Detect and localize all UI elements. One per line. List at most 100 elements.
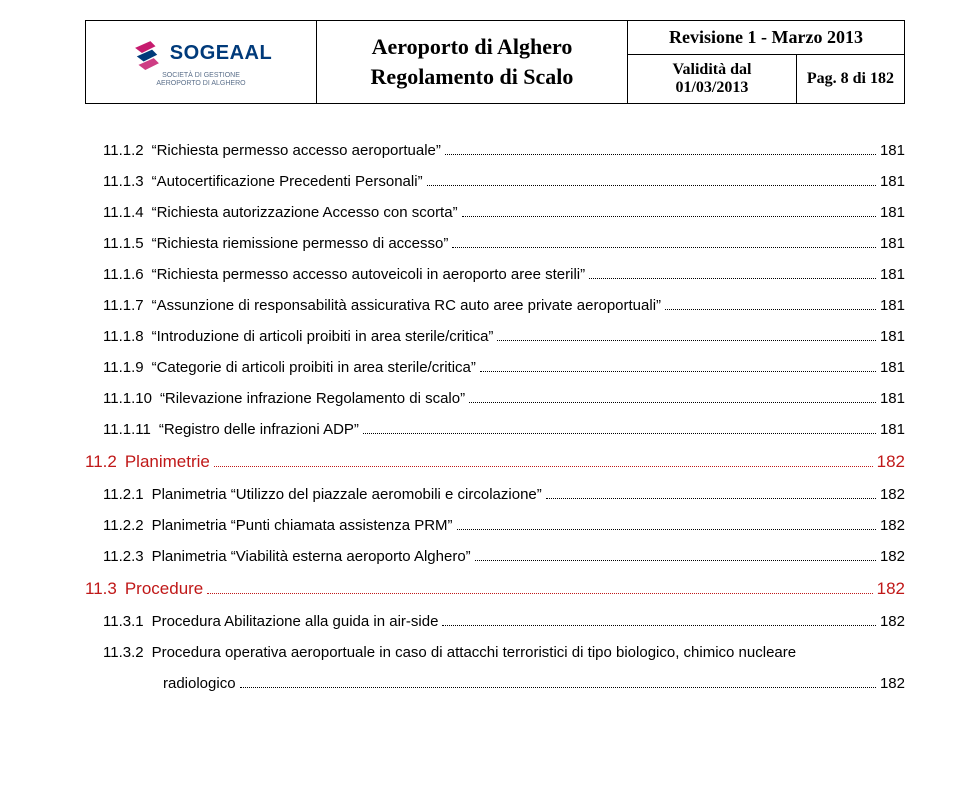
toc-entry-number: 11.1.4	[103, 204, 144, 221]
toc-entry-row: 11.1.7 “Assunzione di responsabilità assi…	[103, 297, 905, 314]
toc-section-row: 11.3 Procedure 182	[85, 579, 905, 599]
toc-entry-row: 11.1.5 “Richiesta riemissione permesso di…	[103, 235, 905, 252]
toc-leader	[665, 309, 876, 310]
toc-entry-number: 11.1.3	[103, 173, 144, 190]
logo-box: SOGEAAL SOCIETÀ DI GESTIONE AEROPORTO DI…	[96, 36, 306, 87]
logo-brand: SOGEAAL	[170, 42, 272, 65]
toc-leader	[469, 402, 876, 403]
table-of-contents: 11.1.2 “Richiesta permesso accesso aeropo…	[85, 142, 905, 692]
toc-entry-label: “Rilevazione infrazione Regolamento di s…	[160, 390, 465, 407]
toc-entry-label: radiologico	[163, 675, 236, 692]
toc-entry-label: Procedura Abilitazione alla guida in air…	[152, 613, 439, 630]
toc-entry-page: 181	[880, 390, 905, 407]
toc-entry-row: 11.2.1 Planimetria “Utilizzo del piazzale…	[103, 486, 905, 503]
logo-subtitle: SOCIETÀ DI GESTIONE AEROPORTO DI ALGHERO	[156, 72, 245, 87]
toc-entry-label: Planimetrie	[125, 452, 210, 472]
toc-leader	[207, 593, 872, 594]
toc-entry-page: 181	[880, 204, 905, 221]
toc-entry-label: “Registro delle infrazioni ADP”	[159, 421, 359, 438]
toc-leader	[475, 560, 876, 561]
toc-entry-row: 11.1.11 “Registro delle infrazioni ADP” 18…	[103, 421, 905, 438]
toc-entry-number: 11.1.11	[103, 421, 151, 438]
toc-entry-label: “Categorie di articoli proibiti in area …	[152, 359, 476, 376]
toc-entry-page: 182	[880, 517, 905, 534]
toc-entry-label: “Assunzione di responsabilità assicurati…	[152, 297, 661, 314]
toc-entry-number: 11.1.9	[103, 359, 144, 376]
toc-entry-label: “Richiesta riemissione permesso di acces…	[152, 235, 449, 252]
logo-subtitle-1: SOCIETÀ DI GESTIONE	[156, 72, 245, 80]
toc-entry-row: 11.1.8 “Introduzione di articoli proibiti…	[103, 328, 905, 345]
toc-entry-page: 181	[880, 359, 905, 376]
toc-leader	[363, 433, 876, 434]
logo-cell: SOGEAAL SOCIETÀ DI GESTIONE AEROPORTO DI…	[86, 21, 317, 104]
toc-leader	[589, 278, 876, 279]
toc-entry-row: 11.3.1 Procedura Abilitazione alla guida …	[103, 613, 905, 630]
toc-leader	[452, 247, 876, 248]
toc-entry-label: “Introduzione di articoli proibiti in ar…	[152, 328, 494, 345]
toc-leader	[214, 466, 873, 467]
toc-entry-row: 11.2.2 Planimetria “Punti chiamata assist…	[103, 517, 905, 534]
toc-entry-number: 11.2.1	[103, 486, 144, 503]
doc-title-line2: Regolamento di Scalo	[327, 62, 617, 92]
toc-entry-label: Procedure	[125, 579, 203, 599]
toc-entry-label: “Richiesta permesso accesso autoveicoli …	[152, 266, 586, 283]
toc-entry-label: Planimetria “Punti chiamata assistenza P…	[152, 517, 453, 534]
toc-entry-number: 11.2.2	[103, 517, 144, 534]
logo-subtitle-2: AEROPORTO DI ALGHERO	[156, 80, 245, 88]
toc-entry-page: 182	[880, 675, 905, 692]
toc-entry-number: 11.2	[85, 452, 117, 472]
toc-entry-row: 11.1.4 “Richiesta autorizzazione Accesso …	[103, 204, 905, 221]
toc-entry-number: 11.3.2	[103, 644, 144, 661]
toc-leader	[480, 371, 876, 372]
toc-entry-row: 11.1.9 “Categorie di articoli proibiti in…	[103, 359, 905, 376]
toc-entry-number: 11.1.2	[103, 142, 144, 159]
toc-entry-number: 11.1.8	[103, 328, 144, 345]
toc-entry-row: 11.1.2 “Richiesta permesso accesso aeropo…	[103, 142, 905, 159]
toc-entry-page: 182	[880, 486, 905, 503]
toc-leader	[497, 340, 876, 341]
toc-leader	[427, 185, 876, 186]
toc-leader	[462, 216, 876, 217]
toc-entry-page: 182	[877, 579, 905, 599]
toc-entry-label: Procedura operativa aeroportuale in caso…	[152, 644, 797, 661]
toc-entry-number: 11.1.7	[103, 297, 144, 314]
toc-entry-row: radiologico 182	[163, 675, 905, 692]
toc-leader	[240, 687, 876, 688]
toc-leader	[457, 529, 876, 530]
toc-entry-page: 181	[880, 266, 905, 283]
logo-icon	[130, 36, 164, 70]
toc-entry-label: “Richiesta permesso accesso aeroportuale…	[152, 142, 441, 159]
document-page: SOGEAAL SOCIETÀ DI GESTIONE AEROPORTO DI…	[0, 0, 960, 786]
toc-entry-label: Planimetria “Utilizzo del piazzale aerom…	[152, 486, 542, 503]
toc-entry-number: 11.3.1	[103, 613, 144, 630]
toc-entry-row: 11.1.6 “Richiesta permesso accesso autove…	[103, 266, 905, 283]
toc-entry-label: Planimetria “Viabilità esterna aeroporto…	[152, 548, 471, 565]
revision-cell: Revisione 1 - Marzo 2013	[628, 21, 905, 55]
toc-entry-number: 11.1.6	[103, 266, 144, 283]
doc-title-line1: Aeroporto di Alghero	[327, 32, 617, 62]
header-table: SOGEAAL SOCIETÀ DI GESTIONE AEROPORTO DI…	[85, 20, 905, 104]
toc-entry-page: 182	[877, 452, 905, 472]
validity-cell: Validità dal 01/03/2013	[628, 55, 797, 104]
toc-entry-label: “Richiesta autorizzazione Accesso con sc…	[152, 204, 458, 221]
toc-entry-page: 181	[880, 328, 905, 345]
toc-entry-row: 11.1.10 “Rilevazione infrazione Regolamen…	[103, 390, 905, 407]
doc-title-cell: Aeroporto di Alghero Regolamento di Scal…	[317, 21, 628, 104]
toc-section-row: 11.2 Planimetrie 182	[85, 452, 905, 472]
toc-entry-page: 182	[880, 613, 905, 630]
toc-leader	[546, 498, 876, 499]
toc-entry-page: 181	[880, 235, 905, 252]
toc-entry-page: 181	[880, 173, 905, 190]
toc-entry-page: 181	[880, 297, 905, 314]
toc-leader	[442, 625, 876, 626]
toc-entry-row: 11.3.2 Procedura operativa aeroportuale i…	[103, 644, 905, 661]
toc-entry-page: 181	[880, 142, 905, 159]
toc-entry-number: 11.3	[85, 579, 117, 599]
toc-entry-row: 11.1.3 “Autocertificazione Precedenti Per…	[103, 173, 905, 190]
toc-entry-page: 181	[880, 421, 905, 438]
page-number-cell: Pag. 8 di 182	[796, 55, 904, 104]
toc-entry-number: 11.1.10	[103, 390, 152, 407]
toc-entry-page: 182	[880, 548, 905, 565]
toc-entry-number: 11.1.5	[103, 235, 144, 252]
toc-entry-label: “Autocertificazione Precedenti Personali…	[152, 173, 423, 190]
